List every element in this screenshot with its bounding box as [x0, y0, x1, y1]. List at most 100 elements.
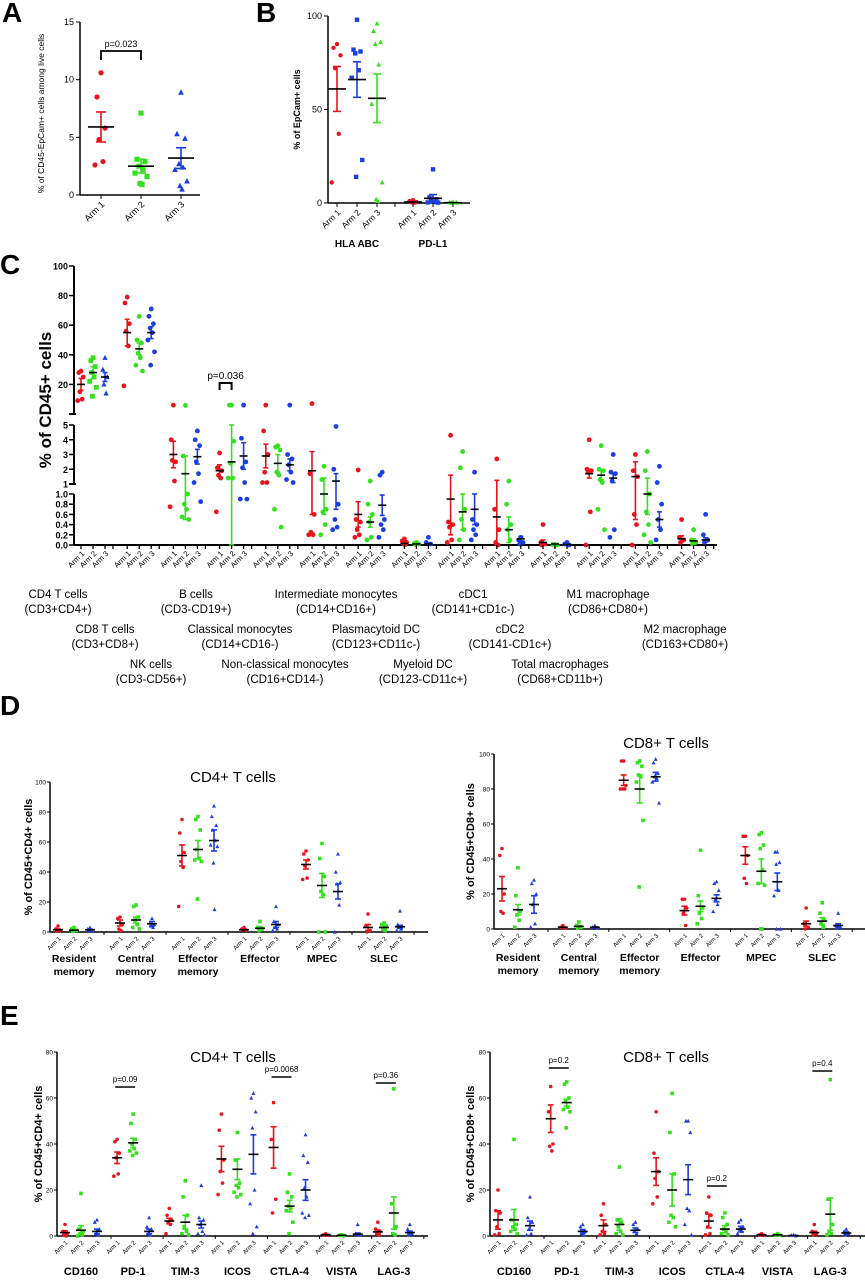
data-point: [196, 471, 201, 477]
data-point: [244, 496, 250, 502]
data-point: [629, 542, 635, 548]
data-point: [318, 532, 324, 538]
data-point: [708, 1231, 712, 1236]
data-point: [712, 881, 717, 886]
data-point: [550, 1149, 554, 1153]
data-point: [462, 506, 468, 512]
data-point: [251, 1091, 256, 1096]
data-point: [497, 1231, 501, 1236]
data-point: [321, 463, 327, 469]
data-point: [382, 517, 387, 522]
data-point: [761, 843, 766, 847]
x-tick-label: Arm 2: [568, 933, 584, 949]
data-point: [383, 928, 387, 933]
x-tick-label: Arm 2: [249, 936, 265, 952]
y-tick-label: 10: [64, 75, 74, 85]
data-point: [827, 1229, 831, 1234]
x-tick-label: Arm 1: [491, 933, 507, 949]
data-point: [616, 1225, 621, 1229]
panel-title: CD8+ T cells: [623, 1049, 709, 1066]
x-tick-label: Arm 2: [174, 1240, 190, 1256]
data-point: [650, 779, 655, 784]
data-point: [258, 919, 262, 924]
data-point: [262, 469, 268, 475]
data-point: [122, 300, 128, 306]
p-value-label: p=0.2: [707, 1174, 728, 1183]
x-tick-label: Arm 3: [827, 933, 843, 949]
y-tick-label: 0: [69, 190, 74, 200]
category-label-marker: (CD3-CD56+): [116, 674, 187, 686]
category-label: Effector: [240, 953, 280, 965]
x-tick-label: Arm 1: [357, 936, 373, 952]
data-point: [148, 362, 154, 368]
category-label: PD-1: [554, 1266, 579, 1278]
data-point: [171, 402, 176, 408]
x-tick-label: Arm 3: [86, 1240, 102, 1256]
data-point: [119, 928, 123, 933]
data-point: [436, 200, 441, 205]
data-point: [263, 402, 269, 408]
data-point: [429, 198, 434, 204]
data-point: [634, 1231, 639, 1236]
y-tick-label: 0.2: [55, 530, 68, 540]
data-point: [398, 908, 402, 913]
data-point: [508, 522, 514, 527]
data-point: [703, 1233, 708, 1237]
data-point: [113, 1139, 117, 1144]
category-label-name: CD8 T cells: [75, 624, 134, 636]
data-point: [773, 849, 778, 854]
data-point: [284, 477, 289, 482]
panel-a: A 0 5 10 15 % of CD45-EpCam+ cells among live…: [2, 0, 200, 223]
data-point: [634, 780, 639, 784]
data-point: [631, 1222, 636, 1227]
y-tick-label: 0.0: [55, 541, 68, 551]
data-point: [434, 197, 439, 202]
x-tick-label: Arm 2: [122, 1240, 138, 1256]
y-tick-label: 60: [58, 321, 68, 331]
data-point: [88, 925, 92, 930]
category-label: memory: [116, 966, 157, 978]
data-point: [595, 506, 601, 512]
x-tick-label: Arm 2: [63, 936, 79, 952]
data-point: [697, 911, 702, 916]
panel-title: CD4+ T cells: [190, 769, 276, 786]
category-label-name: Intermediate monocytes: [275, 589, 398, 601]
category-label-marker: (CD123-CD11c+): [379, 674, 467, 686]
data-point: [380, 527, 386, 533]
x-tick-label: Arm 2: [507, 933, 523, 949]
data-point: [319, 889, 323, 894]
data-point: [164, 1231, 168, 1236]
data-point: [580, 1222, 585, 1227]
y-tick-label: 0: [49, 1234, 53, 1241]
x-tick-label: Arm 1: [171, 936, 187, 952]
data-point: [194, 817, 198, 822]
data-point: [197, 1215, 202, 1220]
x-tick-label: Arm 2: [661, 1240, 677, 1256]
data-point: [231, 438, 237, 444]
x-tick-label: Arm 1: [82, 199, 106, 223]
data-point: [568, 1110, 572, 1114]
data-point: [185, 491, 191, 497]
data-point: [498, 853, 502, 858]
data-point: [610, 452, 616, 457]
data-point: [336, 851, 340, 856]
y-tick-label: 80: [58, 291, 68, 301]
data-point: [614, 1231, 618, 1236]
y-tick-label: 80: [39, 810, 47, 817]
x-tick-label: Arm 3: [327, 936, 343, 952]
x-tick-label: Arm 3: [294, 1240, 310, 1256]
y-tick-label: 60: [46, 1096, 54, 1103]
data-point: [581, 1232, 586, 1237]
data-point: [91, 374, 97, 380]
x-tick-label: Arm 1: [487, 1240, 503, 1256]
y-tick-label: 5: [63, 421, 68, 431]
data-point: [695, 921, 699, 926]
data-point: [199, 1183, 204, 1188]
data-point: [90, 393, 95, 399]
y-axis-label: % of CD45+CD8+ cells: [465, 783, 477, 900]
data-point: [744, 881, 749, 886]
data-point: [220, 1181, 225, 1185]
data-point: [167, 504, 173, 510]
data-point: [502, 892, 507, 896]
